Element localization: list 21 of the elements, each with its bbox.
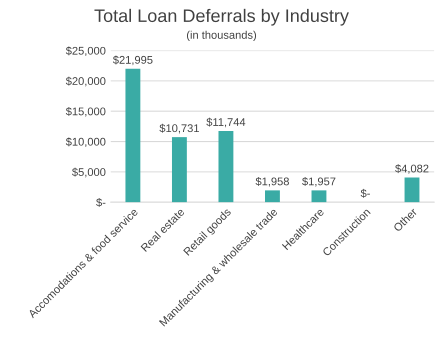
data-label: $1,958 bbox=[256, 177, 289, 187]
data-label: $21,995 bbox=[112, 55, 153, 66]
chart-title: Total Loan Deferrals by Industry bbox=[94, 8, 349, 26]
bar bbox=[404, 177, 420, 202]
y-tick-label: $25,000 bbox=[66, 46, 106, 56]
data-label: $10,731 bbox=[159, 124, 199, 134]
chart-subtitle: (in thousands) bbox=[186, 30, 256, 42]
bar bbox=[218, 130, 234, 202]
y-tick-label: $10,000 bbox=[66, 137, 106, 147]
y-tick-label: $5,000 bbox=[72, 168, 106, 178]
data-label: $4,082 bbox=[395, 164, 428, 174]
data-label: $11,744 bbox=[206, 118, 246, 128]
y-tick-label: $- bbox=[96, 198, 106, 207]
bar bbox=[265, 190, 280, 202]
bar bbox=[312, 190, 326, 202]
y-tick-label: $20,000 bbox=[66, 76, 106, 86]
data-label: $1,957 bbox=[302, 177, 336, 187]
bar bbox=[172, 137, 187, 202]
bar bbox=[125, 68, 140, 202]
y-tick-label: $15,000 bbox=[66, 107, 106, 117]
data-label: $- bbox=[360, 188, 370, 198]
